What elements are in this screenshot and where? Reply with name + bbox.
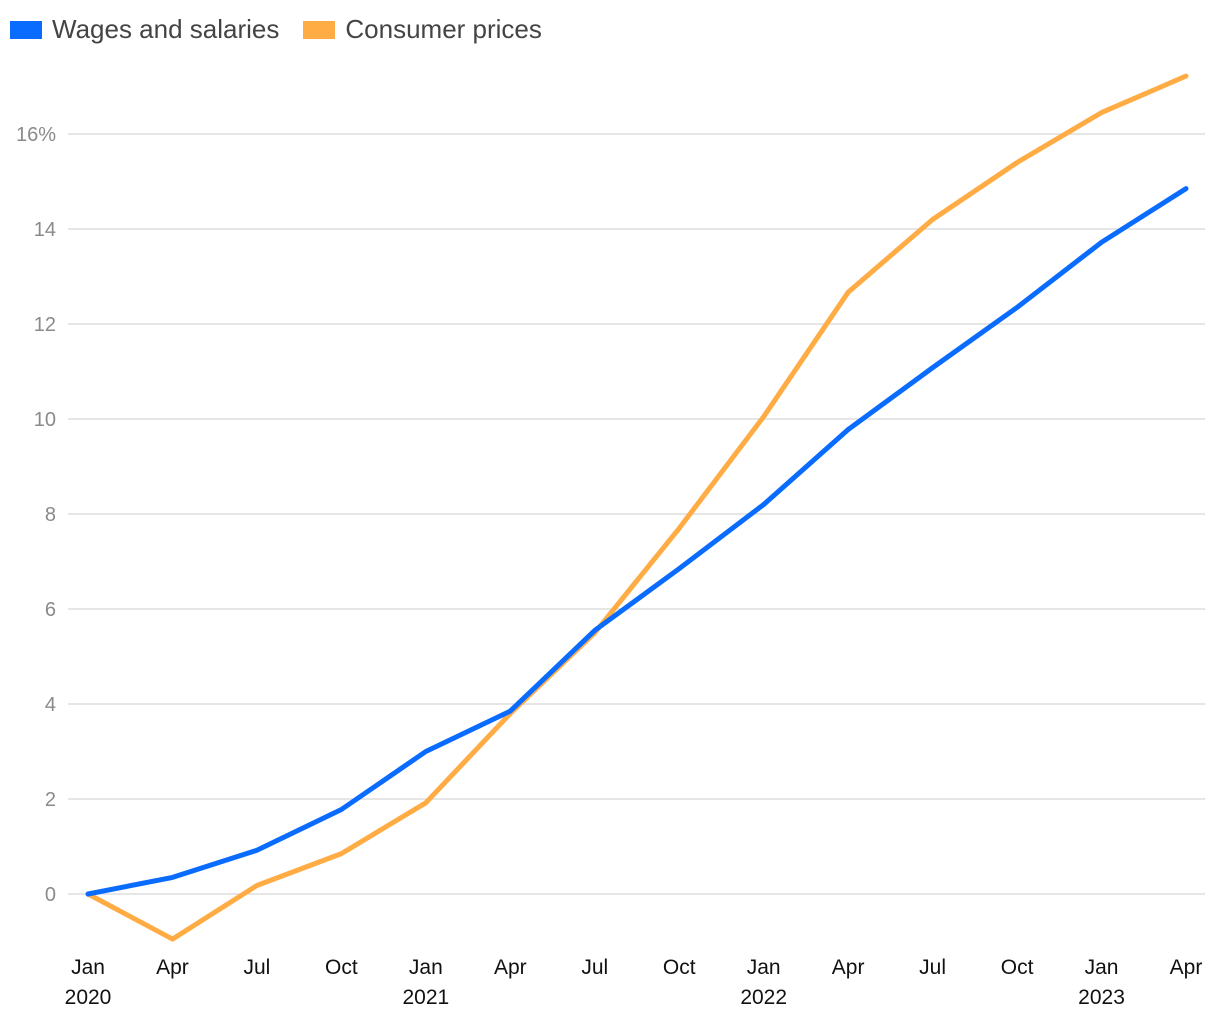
y-tick-label: 10 <box>34 409 56 431</box>
x-tick-year-label: 2021 <box>402 986 449 1009</box>
x-tick-month-label: Jan <box>409 956 443 979</box>
x-axis-ticks: Jan 2020 Apr Jul Oct Jan 2021 Apr Jul Oct Jan 2022 A… <box>65 956 1203 1009</box>
x-tick-month-label: Oct <box>1001 956 1034 979</box>
grid-lines <box>68 133 1205 895</box>
series-line-wages <box>85 186 1189 897</box>
y-tick-label: 14 <box>34 219 56 241</box>
legend-item-wages: Wages and salaries <box>10 14 279 45</box>
x-tick-month-label: Jan <box>1085 956 1119 979</box>
y-axis-ticks: 0 2 4 6 8 10 12 14 16% <box>16 124 56 906</box>
y-tick-label: 2 <box>45 789 56 811</box>
x-tick-month-label: Apr <box>1170 956 1203 979</box>
y-tick-label: 0 <box>45 884 56 906</box>
legend-label-wages: Wages and salaries <box>52 14 280 44</box>
x-tick-year-label: 2020 <box>65 986 112 1009</box>
legend-swatch-wages <box>10 20 42 39</box>
x-tick-year-label: 2023 <box>1078 986 1125 1009</box>
x-tick-month-label: Jan <box>747 956 781 979</box>
series-line-consumer-prices <box>85 73 1189 942</box>
y-tick-label: 8 <box>45 504 56 526</box>
x-tick-month-label: Apr <box>832 956 865 979</box>
x-tick-month-label: Apr <box>494 956 527 979</box>
x-tick-month-label: Oct <box>663 956 696 979</box>
legend-swatch-consumer-prices <box>303 20 336 39</box>
y-tick-label: 12 <box>34 314 56 336</box>
x-tick-month-label: Jul <box>581 956 608 979</box>
y-tick-label: 6 <box>45 599 56 621</box>
series-lines <box>85 73 1189 942</box>
x-tick-month-label: Jan <box>71 956 105 979</box>
x-tick-month-label: Jul <box>243 956 270 979</box>
x-tick-year-label: 2022 <box>740 986 787 1009</box>
x-tick-month-label: Oct <box>325 956 358 979</box>
legend: Wages and salaries Consumer prices <box>10 14 542 45</box>
y-tick-label: 16% <box>16 124 56 146</box>
legend-item-consumer-prices: Consumer prices <box>303 14 542 45</box>
legend-label-consumer-prices: Consumer prices <box>345 14 542 44</box>
y-tick-label: 4 <box>45 694 56 716</box>
x-tick-month-label: Jul <box>919 956 946 979</box>
x-tick-month-label: Apr <box>156 956 189 979</box>
